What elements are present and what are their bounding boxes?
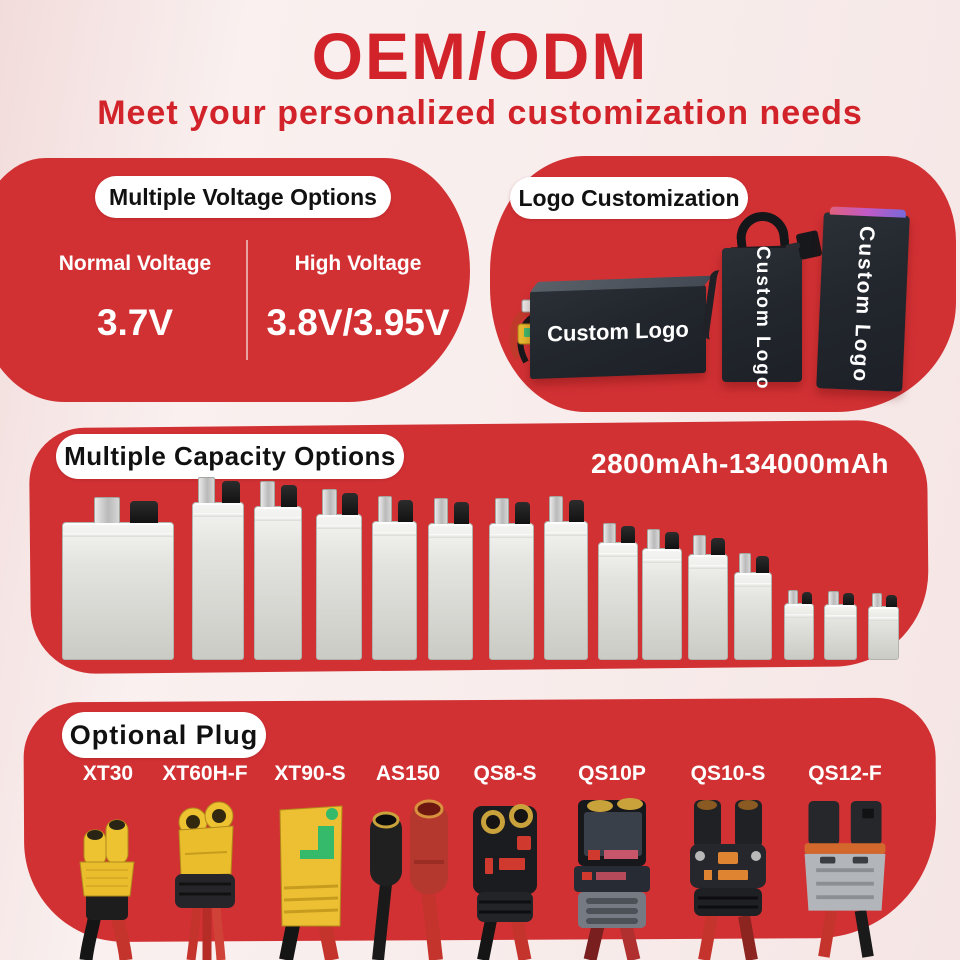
page-subtitle: Meet your personalized customization nee… bbox=[97, 94, 863, 132]
custom-logo-pack-tall: Custom Logo bbox=[816, 212, 910, 392]
plug-as150-icon bbox=[370, 799, 448, 960]
plug-label-qs10p: QS10P bbox=[578, 762, 646, 785]
plug-qs12f-icon bbox=[804, 801, 886, 958]
plug-label-as150: AS150 bbox=[375, 762, 441, 785]
page-title: OEM/ODM bbox=[311, 19, 649, 93]
plug-label-qs8s: QS8-S bbox=[473, 762, 537, 785]
capacity-badge: Multiple Capacity Options bbox=[56, 434, 404, 479]
plug-label-xt60hf: XT60H-F bbox=[162, 762, 248, 785]
logo-badge: Logo Customization bbox=[510, 177, 748, 219]
high-voltage-value: 3.8V/3.95V bbox=[266, 302, 450, 343]
plug-badge: Optional Plug bbox=[62, 712, 266, 758]
normal-voltage-value: 3.7V bbox=[96, 302, 174, 343]
plug-xt30-icon bbox=[79, 819, 135, 960]
plug-xt90s-icon bbox=[279, 805, 343, 960]
custom-logo-text: Custom Logo bbox=[752, 245, 773, 391]
voltage-divider bbox=[246, 240, 248, 360]
custom-logo-pack-horizontal: Custom Logo bbox=[530, 284, 706, 380]
plug-label-qs12f: QS12-F bbox=[808, 762, 882, 785]
normal-voltage-label: Normal Voltage bbox=[58, 252, 212, 275]
plug-qs8s-icon bbox=[473, 804, 537, 960]
plug-label-xt30: XT30 bbox=[82, 762, 134, 785]
custom-logo-text: Custom Logo bbox=[848, 225, 879, 385]
plug-xt60hf-icon bbox=[175, 801, 235, 960]
plug-label-qs10s: QS10-S bbox=[690, 762, 766, 785]
plug-label-xt90s: XT90-S bbox=[274, 762, 346, 785]
high-voltage-label: High Voltage bbox=[294, 252, 422, 275]
custom-logo-pack-vertical: Custom Logo bbox=[722, 245, 802, 391]
plug-qs10p-icon bbox=[574, 798, 650, 960]
custom-logo-text: Custom Logo bbox=[547, 316, 689, 347]
plug-qs10s-icon bbox=[690, 800, 766, 960]
voltage-badge: Multiple Voltage Options bbox=[95, 176, 391, 218]
capacity-range-label: 2800mAh-134000mAh bbox=[591, 448, 889, 479]
